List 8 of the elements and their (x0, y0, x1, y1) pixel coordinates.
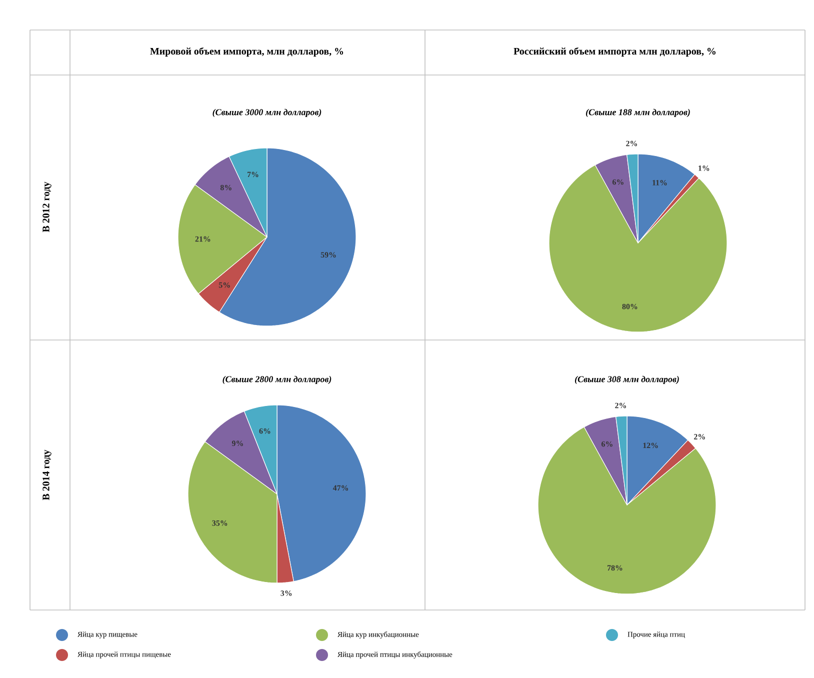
chart-title: Российский объем импорта млн долларов, % (514, 47, 716, 57)
chart-subtitle: (Свыше 2800 млн долларов) (222, 376, 332, 384)
text: В 2014 году (42, 450, 52, 500)
chart-subtitle: (Свыше 308 млн долларов) (575, 376, 679, 384)
chart-title: Мировой объем импорта, млн долларов, % (150, 47, 344, 57)
text: В 2012 году (42, 182, 52, 232)
chart-subtitle: (Свыше 188 млн долларов) (586, 108, 690, 118)
chart-subtitle: (Свыше 3000 млн долларов) (212, 108, 322, 118)
